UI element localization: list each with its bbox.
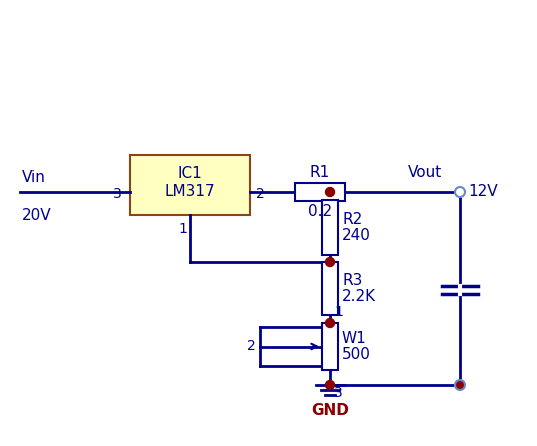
- Circle shape: [455, 187, 465, 197]
- Circle shape: [455, 380, 465, 390]
- Bar: [130, 155, 250, 215]
- Text: 1: 1: [178, 222, 187, 236]
- Circle shape: [455, 380, 465, 389]
- Bar: [322, 323, 338, 370]
- Text: Vin: Vin: [22, 170, 46, 185]
- Text: 3: 3: [334, 386, 343, 400]
- Text: 2: 2: [247, 339, 256, 354]
- Text: 2: 2: [256, 187, 265, 201]
- Text: 0.2: 0.2: [308, 204, 332, 219]
- Text: 240: 240: [342, 228, 371, 243]
- Circle shape: [325, 318, 335, 327]
- Text: 3: 3: [113, 187, 122, 201]
- Bar: [322, 262, 338, 315]
- Text: Vout: Vout: [408, 165, 442, 180]
- Text: 20V: 20V: [22, 208, 52, 223]
- Text: W1: W1: [342, 331, 367, 346]
- Text: 500: 500: [342, 347, 371, 362]
- Text: LM317: LM317: [165, 183, 215, 198]
- Bar: [295, 183, 345, 201]
- Bar: [322, 200, 338, 255]
- Text: 2.2K: 2.2K: [342, 289, 376, 304]
- Text: R3: R3: [342, 273, 362, 288]
- Text: 12V: 12V: [468, 185, 498, 199]
- Circle shape: [325, 257, 335, 267]
- Text: R2: R2: [342, 212, 362, 227]
- Circle shape: [325, 187, 335, 197]
- Text: R1: R1: [310, 165, 330, 180]
- Text: GND: GND: [311, 403, 349, 418]
- Text: IC1: IC1: [178, 165, 202, 181]
- Circle shape: [325, 380, 335, 389]
- Text: 1: 1: [334, 305, 343, 319]
